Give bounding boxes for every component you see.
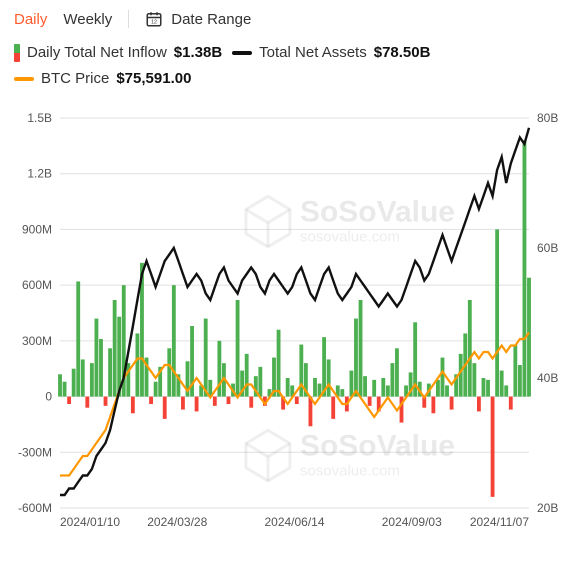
svg-text:2024/06/14: 2024/06/14 — [264, 515, 324, 529]
svg-text:1.2B: 1.2B — [27, 167, 52, 181]
svg-text:sosovalue.com: sosovalue.com — [300, 229, 400, 246]
svg-text:2024/11/07: 2024/11/07 — [470, 515, 529, 529]
date-range-button[interactable]: 12 Date Range — [145, 10, 251, 28]
legend-btc-label: BTC Price — [41, 66, 109, 92]
svg-text:SoSoValue: SoSoValue — [300, 196, 455, 229]
svg-text:-300M: -300M — [18, 445, 52, 459]
svg-text:SoSoValue: SoSoValue — [300, 430, 455, 463]
date-range-label: Date Range — [171, 11, 251, 28]
toolbar-divider — [128, 10, 129, 28]
svg-text:2024/09/03: 2024/09/03 — [382, 515, 442, 529]
inflow-bar-icon — [14, 44, 20, 62]
svg-text:-600M: -600M — [18, 501, 52, 515]
svg-text:2024/01/10: 2024/01/10 — [60, 515, 120, 529]
tab-weekly[interactable]: Weekly — [63, 11, 112, 28]
svg-text:20B: 20B — [537, 501, 558, 515]
svg-text:300M: 300M — [22, 334, 52, 348]
legend-inflow-value: $1.38B — [174, 40, 222, 66]
btc-line-icon — [14, 77, 34, 81]
calendar-icon: 12 — [145, 10, 163, 28]
svg-text:60B: 60B — [537, 241, 558, 255]
tab-daily[interactable]: Daily — [14, 11, 47, 28]
svg-text:2024/03/28: 2024/03/28 — [147, 515, 207, 529]
svg-text:900M: 900M — [22, 222, 52, 236]
assets-line-icon — [232, 51, 252, 55]
legend-btc-value: $75,591.00 — [116, 66, 191, 92]
chart: SoSoValuesosovalue.comSoSoValuesosovalue… — [0, 98, 575, 538]
svg-text:40B: 40B — [537, 371, 558, 385]
svg-text:1.5B: 1.5B — [27, 111, 52, 125]
svg-text:sosovalue.com: sosovalue.com — [300, 463, 400, 480]
svg-text:0: 0 — [45, 390, 52, 404]
legend-assets-value: $78.50B — [374, 40, 431, 66]
legend-inflow-label: Daily Total Net Inflow — [27, 40, 167, 66]
legend-assets-label: Total Net Assets — [259, 40, 367, 66]
svg-text:12: 12 — [151, 20, 157, 26]
svg-text:80B: 80B — [537, 111, 558, 125]
svg-text:600M: 600M — [22, 278, 52, 292]
